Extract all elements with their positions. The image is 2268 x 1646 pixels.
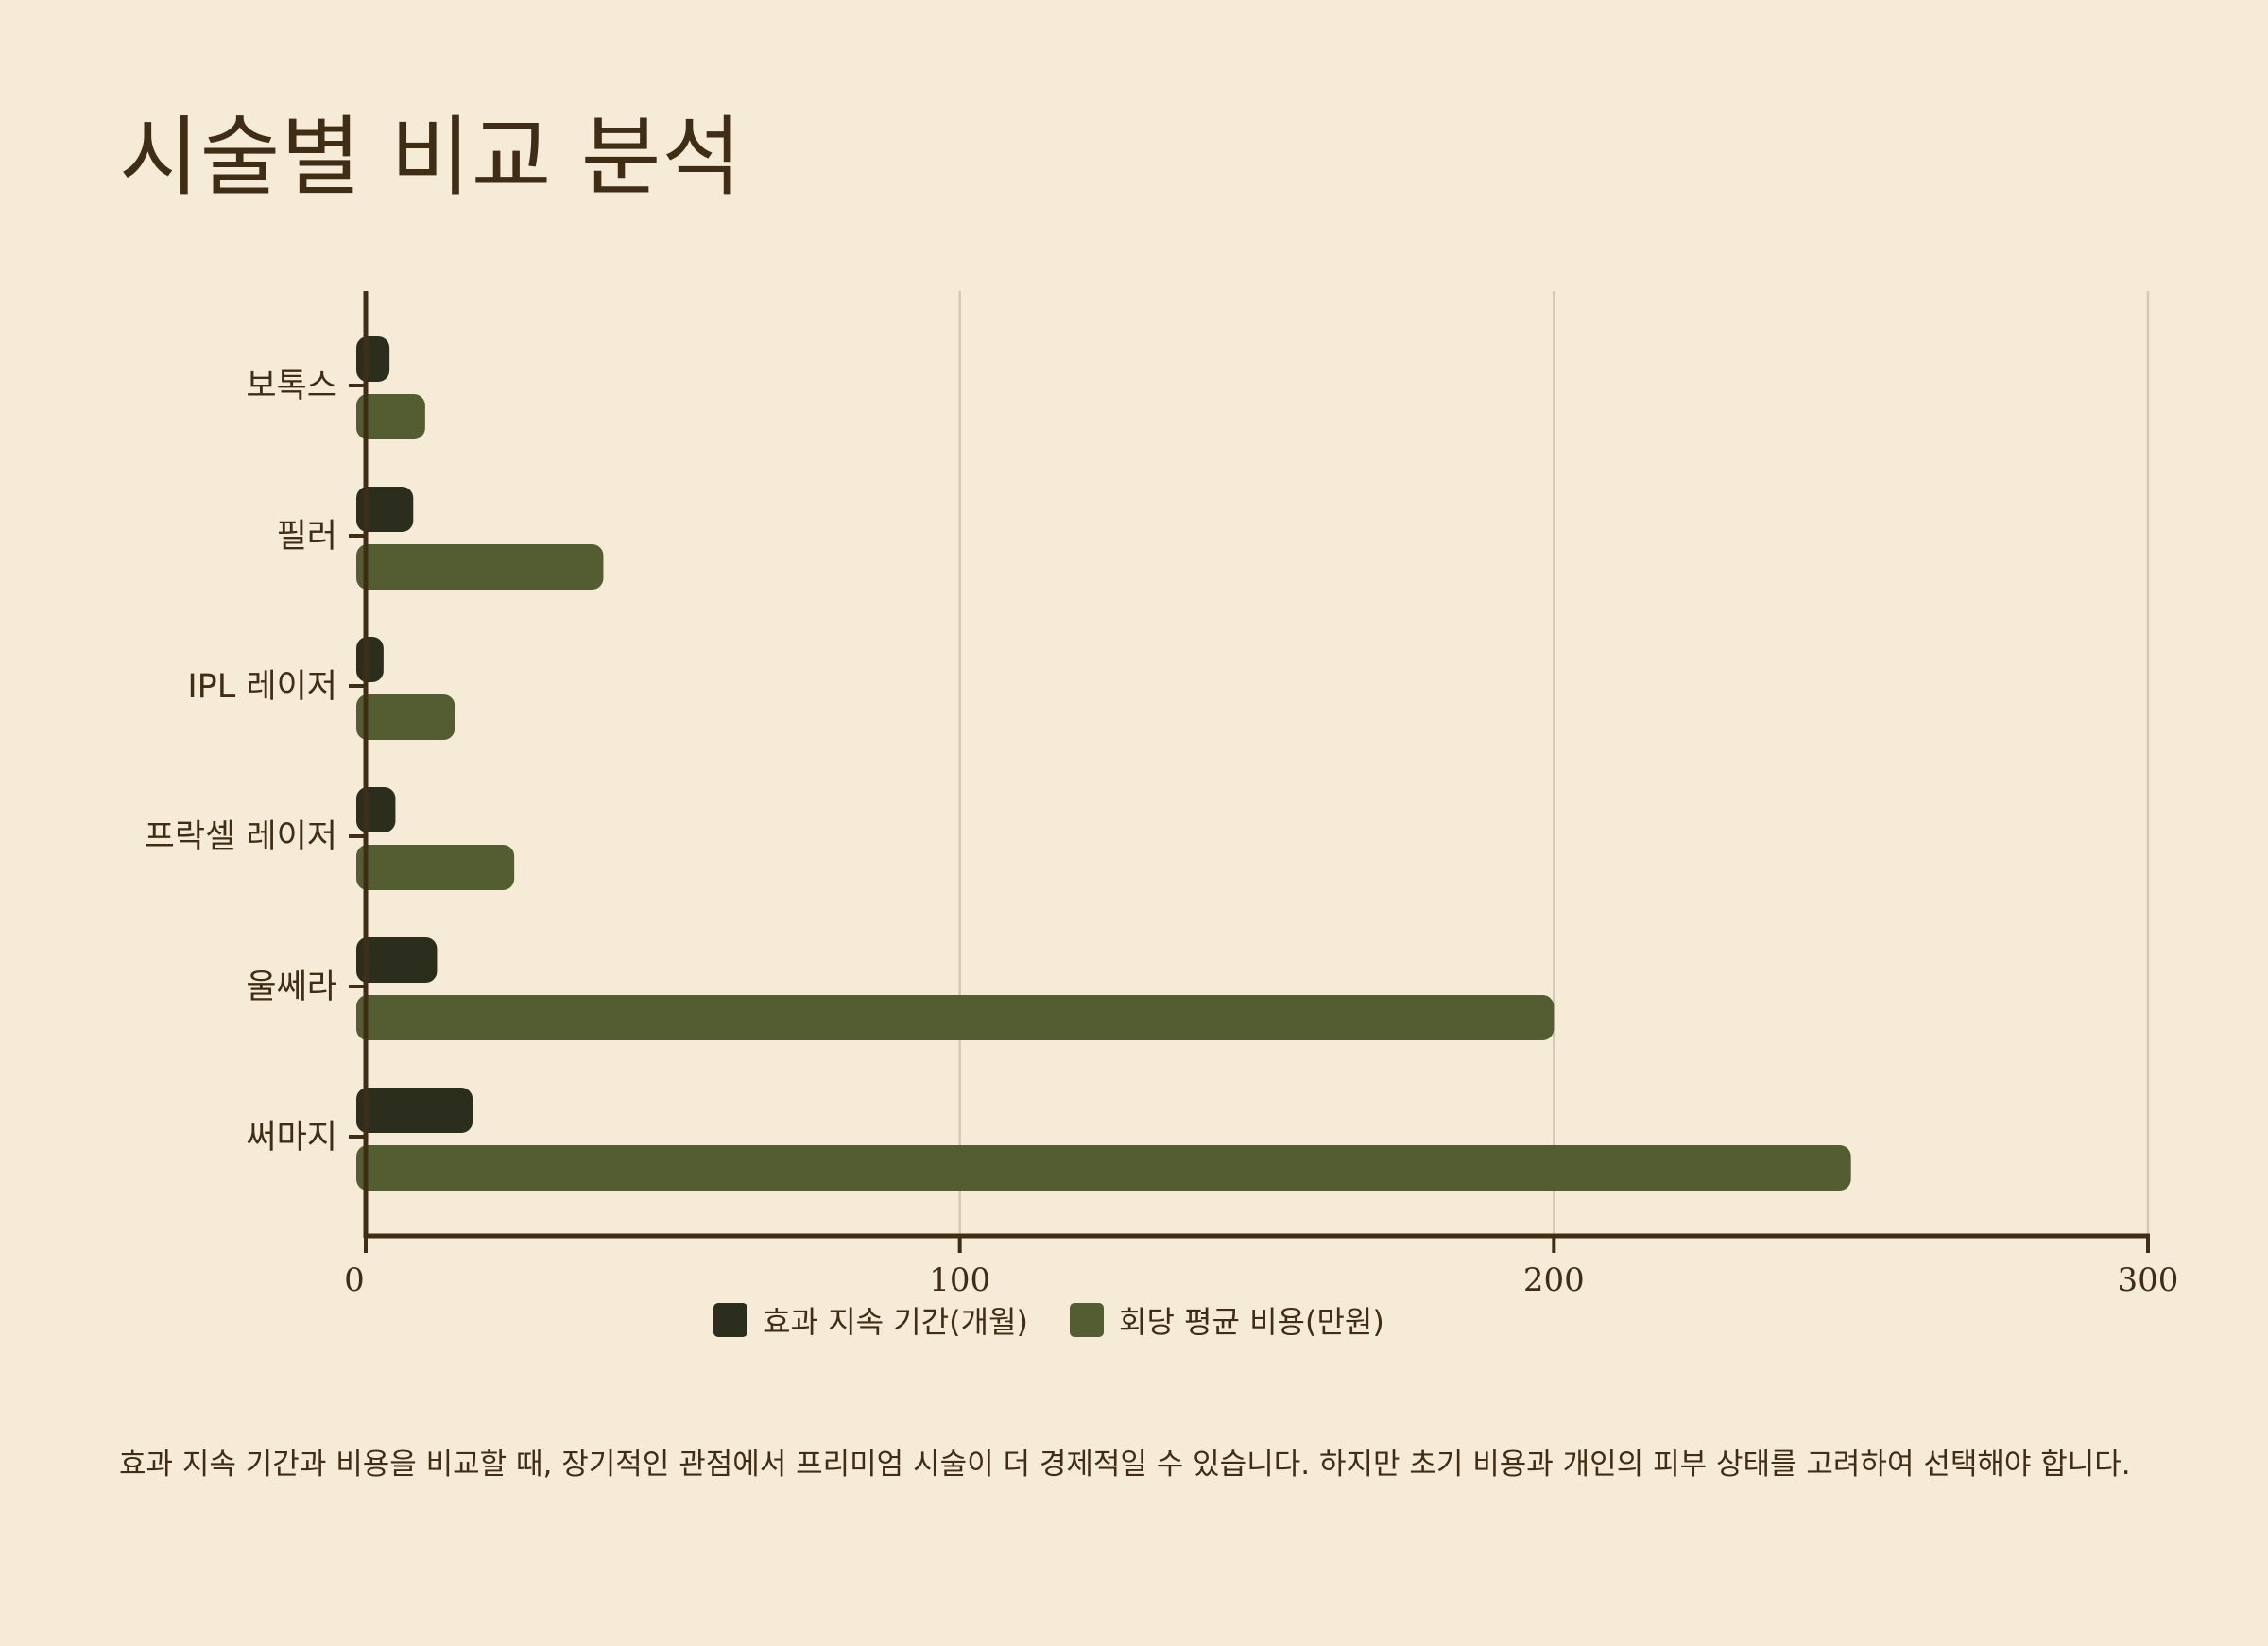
bar-duration-0 [356, 336, 390, 382]
legend-item-duration: 효과 지속 기간(개월) [713, 1298, 1028, 1342]
bar-cost-5 [356, 1145, 1851, 1191]
legend: 효과 지속 기간(개월) 회당 평균 비용(만원) [0, 1298, 2183, 1342]
x-tick-label: 300 [2118, 1261, 2179, 1299]
bar-cost-2 [356, 694, 455, 740]
page-title: 시술별 비교 분석 [119, 107, 743, 208]
legend-label-cost: 회당 평균 비용(만원) [1119, 1304, 1384, 1340]
bar-cost-1 [356, 544, 604, 590]
legend-item-cost: 회당 평균 비용(만원) [1070, 1298, 1384, 1342]
category-label: 보톡스 [246, 368, 337, 405]
category-label: 프락셀 레이저 [145, 818, 337, 856]
bar-cost-3 [356, 845, 515, 890]
category-label: 필러 [277, 518, 337, 556]
legend-swatch-cost [1070, 1303, 1104, 1337]
category-label: IPL 레이저 [187, 668, 337, 706]
bar-cost-0 [356, 394, 425, 439]
x-tick-label: 100 [929, 1261, 990, 1299]
category-label: 써마지 [246, 1119, 337, 1157]
bars [356, 336, 1851, 1191]
x-tick-label: 200 [1523, 1261, 1585, 1299]
grid-lines [958, 291, 2150, 1236]
legend-swatch-duration [713, 1303, 748, 1337]
legend-label-duration: 효과 지속 기간(개월) [763, 1304, 1028, 1340]
bar-duration-5 [356, 1088, 473, 1133]
bar-cost-4 [356, 995, 1555, 1040]
bar-duration-2 [356, 637, 384, 682]
bar-duration-4 [356, 937, 438, 983]
analysis-note: 효과 지속 기간과 비용을 비교할 때, 장기적인 관점에서 프리미엄 시술이 … [119, 1448, 2131, 1482]
bar-duration-3 [356, 787, 396, 832]
x-tick-label: 0 [344, 1261, 365, 1299]
bar-duration-1 [356, 487, 414, 532]
category-label: 울쎄라 [246, 969, 337, 1006]
axes [349, 291, 2150, 1253]
